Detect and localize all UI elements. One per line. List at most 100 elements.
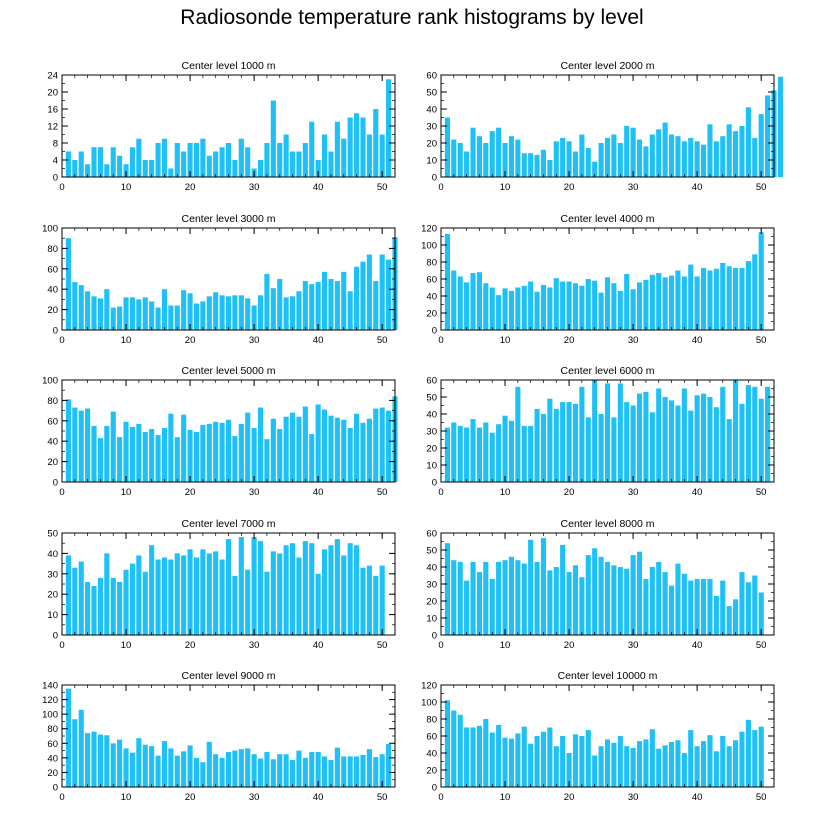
- bar: [200, 138, 206, 177]
- bar: [720, 262, 726, 330]
- bar: [366, 565, 372, 635]
- bar: [547, 160, 553, 177]
- y-tick-label: 0: [432, 326, 437, 337]
- bar: [354, 413, 360, 482]
- bar: [257, 541, 264, 635]
- y-tick-label: 30: [47, 569, 58, 580]
- bar: [206, 553, 212, 635]
- bar: [245, 298, 251, 330]
- bar: [97, 147, 103, 177]
- panel-6: Center level 6000 m 0 10 20 30 40 50 0 10 20 30 40 5…: [426, 365, 775, 498]
- bar: [110, 307, 116, 330]
- bar: [174, 437, 180, 482]
- x-tick-label: 30: [628, 335, 639, 346]
- panel-title: Center level 9000 m: [182, 670, 276, 682]
- y-tick-label: 0: [432, 478, 437, 489]
- y-tick-label: 24: [47, 71, 58, 82]
- bar: [142, 160, 148, 177]
- bar: [476, 572, 482, 635]
- bar: [78, 561, 84, 635]
- bar: [219, 147, 225, 177]
- bar: [739, 267, 745, 330]
- bar: [611, 565, 617, 635]
- bar: [521, 563, 527, 635]
- bar: [624, 746, 630, 787]
- bar: [592, 548, 598, 635]
- x-tick-label: 30: [628, 792, 639, 803]
- bar: [700, 267, 707, 330]
- bar: [213, 754, 219, 787]
- x-tick-label: 50: [756, 640, 767, 651]
- bar: [713, 141, 719, 177]
- bar: [636, 139, 643, 177]
- y-tick-label: 100: [42, 710, 58, 721]
- bar: [168, 559, 174, 635]
- y-tick-label: 60: [426, 275, 437, 286]
- bar: [592, 380, 598, 482]
- bar: [745, 719, 751, 787]
- bar: [733, 267, 739, 330]
- bar: [168, 168, 174, 177]
- y-tick-label: 4: [53, 156, 58, 167]
- bar: [257, 160, 264, 177]
- bar: [617, 143, 623, 177]
- bar: [547, 570, 553, 635]
- bar: [758, 726, 764, 787]
- bar: [302, 143, 308, 177]
- bar: [225, 419, 232, 482]
- bar: [457, 714, 463, 787]
- bar: [277, 428, 283, 482]
- bar: [476, 272, 482, 330]
- bar: [681, 141, 687, 177]
- bar: [700, 393, 707, 482]
- bar: [315, 282, 321, 330]
- bar: [489, 131, 495, 177]
- y-tick-label: 60: [426, 71, 437, 82]
- bar: [309, 752, 315, 787]
- bar: [341, 555, 347, 635]
- bar: [161, 289, 168, 330]
- bar: [174, 755, 180, 787]
- bar: [97, 577, 103, 635]
- y-tick-label: 40: [426, 105, 437, 116]
- x-tick-label: 10: [500, 335, 511, 346]
- bar: [681, 276, 687, 330]
- bar: [534, 291, 540, 330]
- bar: [733, 380, 739, 482]
- bar: [745, 385, 751, 482]
- bar: [187, 293, 193, 330]
- bar: [187, 549, 193, 635]
- bar: [85, 164, 91, 177]
- bar: [681, 388, 687, 482]
- bar: [675, 740, 681, 787]
- x-tick-label: 40: [313, 335, 324, 346]
- bar: [598, 143, 604, 177]
- bar: [379, 407, 385, 482]
- bar: [675, 270, 681, 330]
- bar: [283, 297, 289, 330]
- x-tick-label: 40: [313, 487, 324, 498]
- x-tick-label: 50: [377, 640, 388, 651]
- x-tick-label: 10: [121, 182, 132, 193]
- bar: [598, 556, 604, 635]
- bar: [624, 273, 630, 330]
- x-tick-label: 0: [59, 487, 64, 498]
- bar: [136, 423, 142, 482]
- bar: [65, 688, 71, 787]
- bar: [238, 423, 244, 482]
- bar: [181, 414, 187, 482]
- bar: [225, 296, 232, 330]
- bar: [489, 732, 495, 787]
- x-tick-label: 30: [249, 335, 260, 346]
- x-tick-label: 30: [249, 640, 260, 651]
- bar: [213, 421, 219, 482]
- y-tick-label: 40: [47, 285, 58, 296]
- x-tick-label: 0: [59, 335, 64, 346]
- bar: [321, 756, 328, 787]
- bar: [726, 419, 732, 482]
- y-tick-label: 140: [42, 681, 58, 692]
- y-tick-label: 120: [421, 681, 437, 692]
- x-tick-label: 20: [185, 792, 196, 803]
- bar: [611, 417, 617, 482]
- panel-title: Center level 3000 m: [182, 213, 276, 225]
